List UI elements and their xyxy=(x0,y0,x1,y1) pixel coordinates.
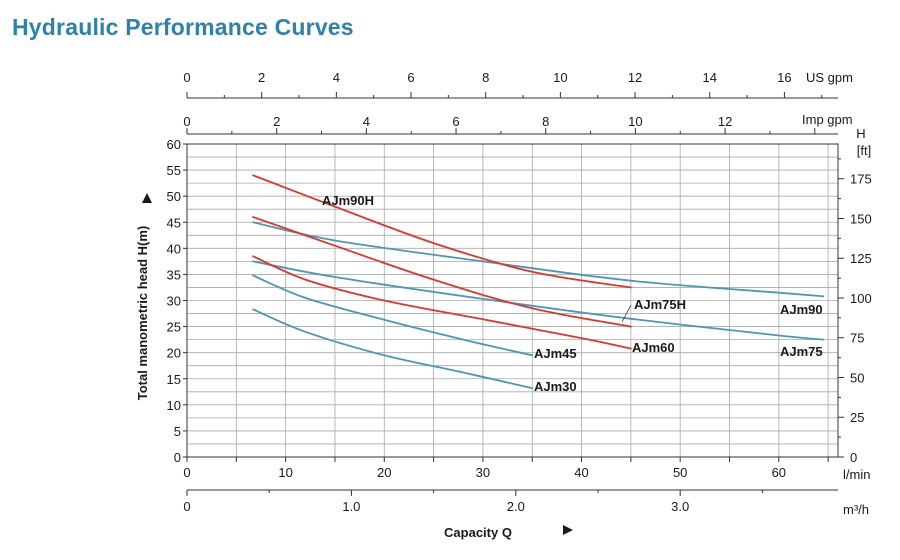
imp-gpm-tick-label: 6 xyxy=(452,114,459,129)
y-tick-label: 10 xyxy=(167,398,181,413)
m3h-tick-label: 1.0 xyxy=(342,499,360,514)
series-layer xyxy=(252,174,825,389)
series-label-ajm90h: AJm90H xyxy=(322,193,374,208)
ft-tick-label: 50 xyxy=(850,370,864,385)
y-tick-label: 25 xyxy=(167,320,181,335)
y-tick-label: 15 xyxy=(167,372,181,387)
y-tick-label: 45 xyxy=(167,215,181,230)
series-line-ajm30 xyxy=(252,308,534,389)
x-tick-label: 40 xyxy=(574,465,588,480)
x-tick-label: 10 xyxy=(278,465,292,480)
us-gpm-tick-label: 10 xyxy=(553,70,567,85)
us-gpm-tick-label: 6 xyxy=(407,70,414,85)
x-tick-label: 0 xyxy=(183,465,190,480)
ft-tick-label: 150 xyxy=(850,211,872,226)
imp-gpm-tick-label: 0 xyxy=(183,114,190,129)
series-line-ajm45 xyxy=(252,274,534,357)
y-tick-label: 50 xyxy=(167,189,181,204)
y-axis-label: Total manometric head H(m) xyxy=(135,226,150,401)
ft-tick-label: 125 xyxy=(850,251,872,266)
imp-gpm-tick-label: 12 xyxy=(718,114,732,129)
series-label-ajm90: AJm90 xyxy=(780,302,823,317)
y-tick-label: 5 xyxy=(174,424,181,439)
ft-tick-label: 75 xyxy=(850,331,864,346)
y-tick-label: 35 xyxy=(167,267,181,282)
ft-tick-label: 100 xyxy=(850,291,872,306)
y-tick-label: 20 xyxy=(167,346,181,361)
ft-unit-label: [ft] xyxy=(857,143,871,158)
page-title: Hydraulic Performance Curves xyxy=(12,14,354,40)
imp-gpm-tick-label: 8 xyxy=(542,114,549,129)
series-line-ajm90h xyxy=(252,174,632,289)
us-gpm-tick-label: 12 xyxy=(628,70,642,85)
us-gpm-unit-label: US gpm xyxy=(806,70,853,85)
us-gpm-tick-label: 16 xyxy=(777,70,791,85)
series-line-ajm75 xyxy=(252,260,825,341)
imp-gpm-tick-label: 10 xyxy=(628,114,642,129)
series-label-ajm60: AJm60 xyxy=(632,340,675,355)
us-gpm-tick-label: 8 xyxy=(482,70,489,85)
imp-gpm-tick-label: 2 xyxy=(273,114,280,129)
y-axis-arrow-icon xyxy=(142,193,152,203)
y-tick-label: 0 xyxy=(174,450,181,465)
us-gpm-tick-label: 2 xyxy=(258,70,265,85)
ft-tick-label: 25 xyxy=(850,410,864,425)
labels-layer: AJm90H AJm90 AJm75H AJm75 AJm60 AJm45 AJm30 xyxy=(322,193,823,394)
series-line-ajm75h xyxy=(252,216,632,328)
m3h-tick-label: 3.0 xyxy=(671,499,689,514)
us-gpm-tick-label: 14 xyxy=(702,70,716,85)
m3h-tick-label: 0 xyxy=(183,499,190,514)
x-tick-label: 60 xyxy=(772,465,786,480)
series-label-ajm75h: AJm75H xyxy=(634,297,686,312)
series-label-ajm45: AJm45 xyxy=(534,346,577,361)
y-tick-label: 60 xyxy=(167,137,181,152)
ft-tick-label: 0 xyxy=(850,450,857,465)
x-axis-arrow-icon xyxy=(563,525,573,535)
series-label-ajm30: AJm30 xyxy=(534,379,577,394)
ft-unit-label-h: H xyxy=(856,126,865,141)
y-tick-label: 30 xyxy=(167,294,181,309)
imp-gpm-tick-label: 4 xyxy=(363,114,370,129)
y-tick-label: 40 xyxy=(167,241,181,256)
x-tick-label: 20 xyxy=(377,465,391,480)
x-unit-label: l/min xyxy=(843,467,870,482)
y-tick-label: 55 xyxy=(167,163,181,178)
grid-layer xyxy=(186,143,839,458)
ft-tick-label: 175 xyxy=(850,172,872,187)
us-gpm-tick-label: 0 xyxy=(183,70,190,85)
imp-gpm-unit-label: Imp gpm xyxy=(802,112,853,127)
series-line-ajm60 xyxy=(252,255,632,350)
m3h-unit-label: m³/h xyxy=(843,502,869,517)
m3h-tick-label: 2.0 xyxy=(507,499,525,514)
us-gpm-tick-label: 4 xyxy=(333,70,340,85)
x-tick-label: 50 xyxy=(673,465,687,480)
series-label-ajm75: AJm75 xyxy=(780,344,823,359)
x-axis-label: Capacity Q xyxy=(444,525,512,540)
series-label-leader xyxy=(621,304,632,323)
x-tick-label: 30 xyxy=(476,465,490,480)
series-line-ajm90 xyxy=(252,221,825,298)
